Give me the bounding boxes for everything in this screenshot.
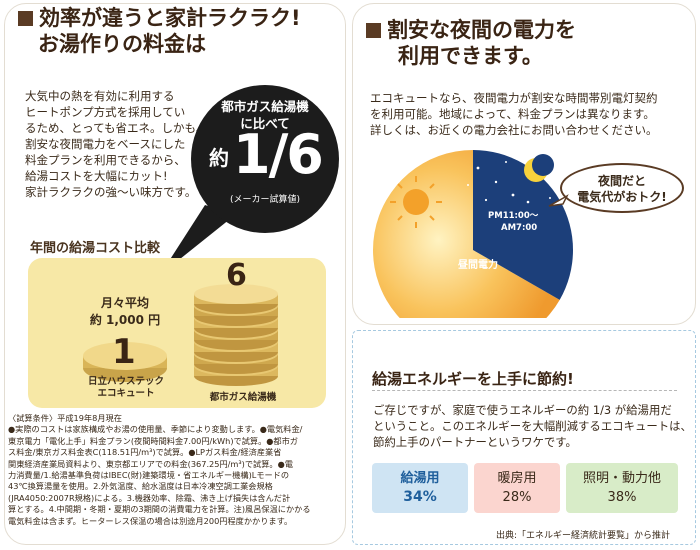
ecocute-monthly-label: 月々平均 約 1,000 円 xyxy=(80,294,170,328)
ecocute-label-line2: 約 1,000 円 xyxy=(89,313,161,327)
callout-tail xyxy=(548,194,569,207)
left-heading-line1: 効率が違うと家計ラクラク! xyxy=(18,6,301,31)
night-day-pie-chart: PM11:00〜 AM7:00 昼間電力 xyxy=(373,150,573,318)
bubble-compare-line2: に比べて xyxy=(240,116,290,131)
body-line: 節約上手のパートナーというワケです。 xyxy=(373,435,577,449)
callout-line2: 電気代がおトク! xyxy=(577,190,667,204)
energy-body-text: ご存じですが、家庭で使うエネルギーの約 1/3 が給湯用だ ということ。このエネ… xyxy=(373,402,692,450)
comparison-bubble: 都市ガス給湯機 に比べて 約 1/6 (メーカー試算値) xyxy=(191,85,339,233)
energy-saving-title: 給湯エネルギーを上手に節約! xyxy=(372,370,574,388)
body-line: ということ。このエネルギーを大幅削減するエコキュートは、 xyxy=(373,419,692,433)
energy-percent: 34% xyxy=(403,489,437,505)
body-line: 給湯コストを大幅にカット! xyxy=(25,169,168,183)
condition-line: 43℃換算湯量を使用。2.外気温度、給水温度は日本冷凍空調工業会規格 xyxy=(8,481,273,492)
title-divider xyxy=(372,390,677,391)
condition-line: ス料金/東京ガス料金表C(118.51円/m³)で試算。●LPガス料金/経済産業… xyxy=(8,447,282,458)
energy-label: 暖房用 xyxy=(497,471,537,486)
body-line: 家計ラクラクの強〜い味方です。 xyxy=(25,185,197,199)
condition-line: ●実際のコストは家族構成やお湯の使用量、季節により変動します。●電気料金/ xyxy=(8,424,303,435)
condition-line: (JRA4050:2007R規格)による。3.機器効率、除霜、沸き上げ損失は含ん… xyxy=(8,492,291,503)
energy-box-hot-water: 給湯用 34% xyxy=(372,463,468,513)
callout-line1: 夜間だと xyxy=(597,174,646,188)
cost-comparison-title: 年間の給湯コスト比較 xyxy=(30,241,161,256)
bubble-yaku: 約 xyxy=(209,146,229,170)
body-line: るため、とっても省エネ。しかも、 xyxy=(25,121,208,135)
energy-box-heating: 暖房用 28% xyxy=(474,463,560,513)
energy-percent: 38% xyxy=(607,490,637,505)
bullet-square-icon xyxy=(366,23,381,38)
energy-label: 給湯用 xyxy=(400,471,440,486)
condition-line: 力消費量/1.給湯基準負荷はIBEC(財)建築環境・省エネルギー機構)Lモードの xyxy=(8,470,290,481)
ecocute-label-line1: 月々平均 xyxy=(100,296,149,310)
right-heading-line1: 割安な夜間の電力を xyxy=(366,18,576,43)
body-line: エコキュートなら、夜間電力が割安な時間帯別電灯契約 xyxy=(370,91,658,105)
source-note: 出典:「エネルギー経済統計要覧」から推計 xyxy=(496,531,671,541)
gas-caption: 都市ガス給湯機 xyxy=(209,392,277,403)
calculation-conditions: 〈試算条件〉平成19年8月現在 ●実際のコストは家族構成やお湯の使用量、季節によ… xyxy=(8,413,338,527)
bubble-tail xyxy=(160,205,235,275)
body-line: 詳しくは、お近くの電力会社にお問い合わせください。 xyxy=(370,123,658,137)
night-time-line1: PM11:00〜 xyxy=(488,211,539,221)
stars-icon xyxy=(467,161,551,204)
condition-line: 関東経済産業局資料より、東京都エリアでの料金(367.25円/m³)で試算。●電 xyxy=(8,458,293,469)
night-power-slice xyxy=(473,150,573,300)
sun-icon xyxy=(390,176,442,228)
condition-line: 算とする。4.中間期・冬期・夏期の3期間の消費電力を計算。注)風呂保温にかかる xyxy=(8,504,311,515)
night-savings-callout: 夜間だと 電気代がおトク! xyxy=(560,163,684,213)
ecocute-caption: 日立ハウステック エコキュート xyxy=(86,376,166,400)
ecocute-caption-line2: エコキュート xyxy=(97,388,155,399)
ecocute-coin-icon xyxy=(83,342,167,382)
bubble-note: (メーカー試算値) xyxy=(229,195,301,205)
energy-percent: 28% xyxy=(502,490,532,505)
gas-value: 6 xyxy=(226,258,247,293)
condition-line: 東京電力「電化上手」料金プラン(夜間時間料金7.00円/kWh)で試算。●都市ガ xyxy=(8,435,298,446)
moon-icon xyxy=(524,154,554,182)
body-line: ご存じですが、家庭で使うエネルギーの約 1/3 が給湯用だ xyxy=(373,403,672,417)
body-line: 割安な夜間電力をベースにした xyxy=(25,137,186,151)
gas-coin-stack-icon xyxy=(194,284,278,386)
left-heading-line2: お湯作りの料金は xyxy=(38,32,206,56)
condition-line: 電気料金は含まず。ヒーターレス保温の場合は別途月200円程度かかります。 xyxy=(8,515,293,526)
body-line: 大気中の熱を有効に利用する xyxy=(25,89,175,103)
energy-box-lighting: 照明・動力他 38% xyxy=(566,463,678,513)
bullet-square-icon xyxy=(18,11,33,26)
right-heading-line2: 利用できます。 xyxy=(398,44,543,68)
condition-line: 〈試算条件〉平成19年8月現在 xyxy=(8,413,122,423)
left-body-text: 大気中の熱を有効に利用する ヒートポンプ方式を採用してい るため、とっても省エネ… xyxy=(25,88,207,200)
bubble-compare-line1: 都市ガス給湯機 xyxy=(221,99,309,114)
body-line: ヒートポンプ方式を採用してい xyxy=(25,105,186,119)
ecocute-caption-line1: 日立ハウステック xyxy=(87,376,164,387)
ecocute-value: 1 xyxy=(112,332,136,372)
cost-comparison-chart: 月々平均 約 1,000 円 1 日立ハウステック エコキュート 6 都市ガス給… xyxy=(28,258,326,408)
night-time-line2: AM7:00 xyxy=(501,223,537,233)
body-line: 料金プランを利用できるから、 xyxy=(25,153,186,167)
right-body-text: エコキュートなら、夜間電力が割安な時間帯別電灯契約 を利用可能。地域によって、料… xyxy=(370,90,658,138)
day-power-label: 昼間電力 xyxy=(458,258,498,271)
bubble-fraction: 1/6 xyxy=(233,123,324,186)
energy-label: 照明・動力他 xyxy=(582,471,661,486)
body-line: を利用可能。地域によって、料金プランは異なります。 xyxy=(370,107,655,121)
